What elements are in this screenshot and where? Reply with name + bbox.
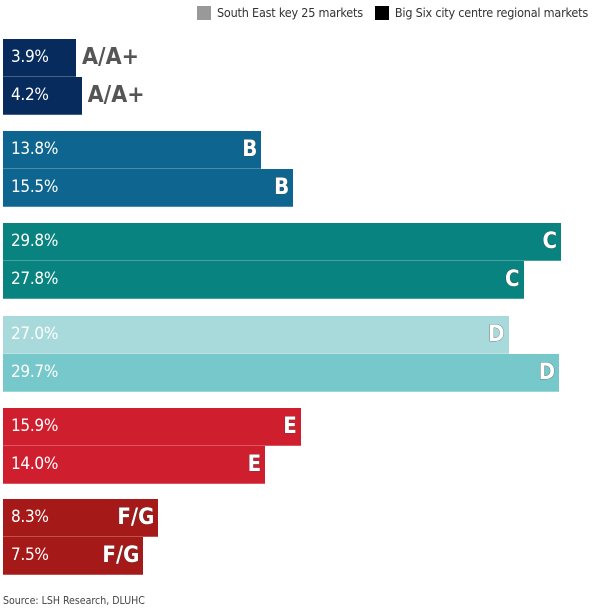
value-label: 15.9% <box>11 416 59 436</box>
legend-item-big-six: Big Six city centre regional markets <box>374 5 588 20</box>
bar-d-big-six: 29.7% D <box>3 354 560 392</box>
category-label: F/G <box>102 543 140 569</box>
value-label: 7.5% <box>11 545 49 565</box>
source-note: Source: LSH Research, DLUHC <box>3 595 145 607</box>
value-label: 29.7% <box>11 362 59 382</box>
value-label: 27.0% <box>11 324 59 344</box>
category-label: D <box>488 322 505 348</box>
bar-aa-big-six: 4.2% A/A+ <box>3 77 145 115</box>
category-label: A/A+ <box>82 44 139 70</box>
bar-b-big-six: 15.5% B <box>3 169 294 207</box>
bar-c-south-east: 29.8% C <box>3 223 561 261</box>
legend: South East key 25 markets Big Six city c… <box>196 5 588 20</box>
value-label: 4.2% <box>11 85 49 105</box>
value-label: 13.8% <box>11 139 59 159</box>
legend-item-south-east: South East key 25 markets <box>196 5 363 20</box>
value-label: 3.9% <box>11 47 49 67</box>
value-label: 29.8% <box>11 231 59 251</box>
category-label: E <box>283 414 297 440</box>
category-label: D <box>538 360 556 386</box>
value-label: 8.3% <box>11 507 49 527</box>
bar-fg-south-east: 8.3% F/G <box>3 499 159 537</box>
bar-e-big-six: 14.0% E <box>3 446 266 484</box>
bar-c-big-six: 27.8% C <box>3 261 524 299</box>
bar-fg-big-six: 7.5% F/G <box>3 537 144 575</box>
category-label: B <box>274 175 290 201</box>
category-label: F/G <box>117 505 155 531</box>
legend-swatch-big-six <box>374 5 389 20</box>
legend-swatch-south-east <box>196 5 211 20</box>
value-label: 14.0% <box>11 454 59 474</box>
category-label: E <box>247 452 262 478</box>
bar-aa-south-east: 3.9% A/A+ <box>3 39 139 77</box>
bar-d-south-east: 27.0% D <box>3 316 509 354</box>
bar-b-south-east: 13.8% B <box>3 131 262 169</box>
category-label: C <box>505 267 520 293</box>
category-label: B <box>242 137 258 163</box>
legend-label-big-six: Big Six city centre regional markets <box>394 5 588 20</box>
legend-label-south-east: South East key 25 markets <box>216 5 363 20</box>
category-label: A/A+ <box>87 82 145 108</box>
bar-e-south-east: 15.9% E <box>3 408 301 446</box>
value-label: 27.8% <box>11 269 59 289</box>
category-label: C <box>542 229 557 255</box>
value-label: 15.5% <box>11 177 59 197</box>
